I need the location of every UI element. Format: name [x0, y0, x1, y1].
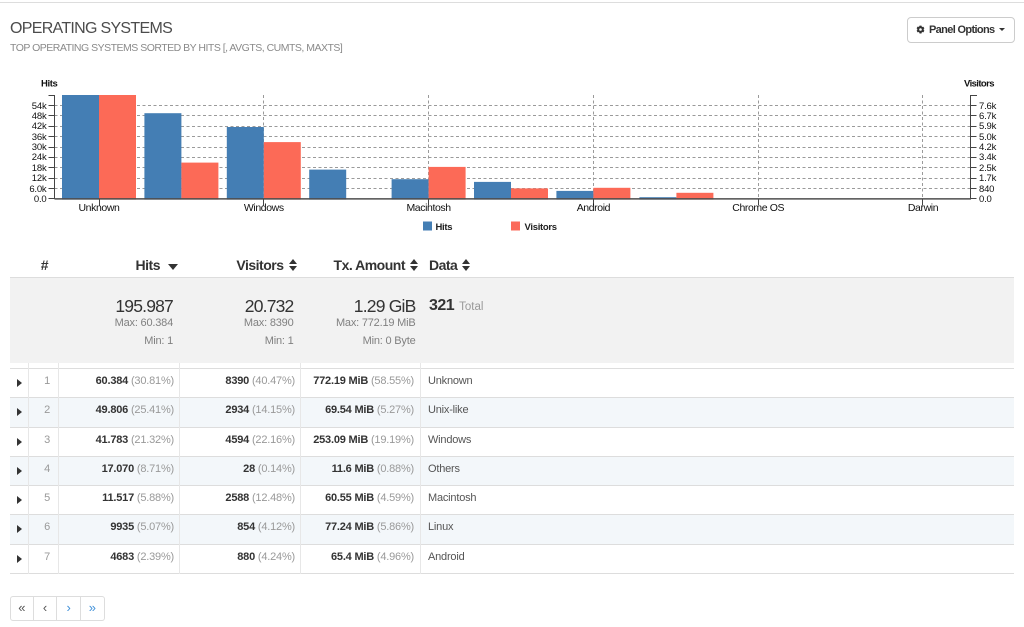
svg-text:6.0k: 6.0k: [29, 184, 47, 195]
svg-text:12k: 12k: [32, 173, 47, 184]
svg-text:36k: 36k: [32, 132, 47, 143]
svg-text:1.7k: 1.7k: [979, 173, 997, 184]
svg-text:Visitors: Visitors: [525, 222, 557, 233]
svg-text:Hits: Hits: [41, 79, 57, 90]
svg-text:Chrome OS: Chrome OS: [732, 202, 784, 214]
svg-text:6.7k: 6.7k: [979, 111, 997, 122]
svg-text:0.0: 0.0: [34, 194, 47, 205]
svg-text:24k: 24k: [32, 152, 47, 163]
svg-text:42k: 42k: [32, 121, 47, 132]
svg-text:Visitors: Visitors: [964, 79, 994, 90]
svg-text:30k: 30k: [32, 142, 47, 153]
svg-text:48k: 48k: [32, 111, 47, 122]
svg-text:Macintosh: Macintosh: [406, 202, 451, 214]
svg-text:3.4k: 3.4k: [979, 152, 997, 163]
svg-text:Android: Android: [577, 202, 611, 214]
svg-text:0.0: 0.0: [979, 194, 992, 205]
svg-text:Windows: Windows: [244, 202, 284, 214]
svg-text:840: 840: [979, 184, 994, 195]
svg-text:5.0k: 5.0k: [979, 132, 997, 143]
svg-text:5.9k: 5.9k: [979, 121, 997, 132]
svg-text:7.6k: 7.6k: [979, 101, 997, 112]
svg-text:54k: 54k: [32, 101, 47, 112]
svg-text:Unknown: Unknown: [79, 202, 121, 214]
svg-text:18k: 18k: [32, 163, 47, 174]
svg-text:4.2k: 4.2k: [979, 142, 997, 153]
svg-text:Hits: Hits: [436, 222, 453, 233]
svg-text:2.5k: 2.5k: [979, 163, 997, 174]
svg-text:Darwin: Darwin: [908, 202, 939, 214]
